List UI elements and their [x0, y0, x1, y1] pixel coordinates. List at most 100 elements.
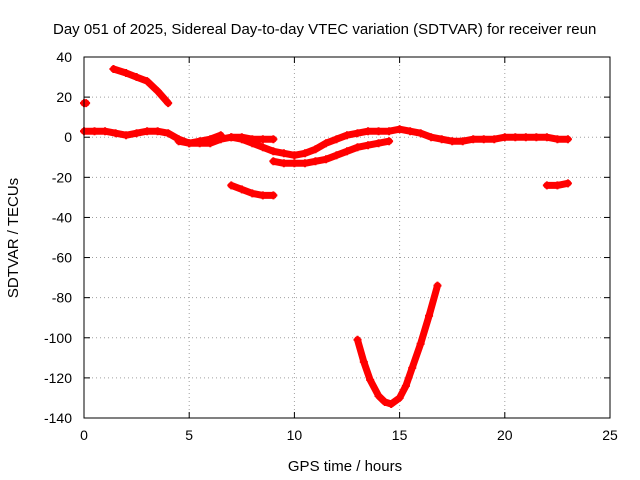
plot-frame: [83, 56, 611, 419]
series-arc-8: [353, 281, 442, 408]
data-point-marker: [143, 77, 152, 86]
series-arc-9: [542, 179, 572, 190]
data-point-marker: [490, 135, 499, 144]
data-point-marker: [258, 191, 267, 200]
y-tick-label: -80: [52, 290, 72, 306]
data-point-marker: [448, 137, 457, 146]
data-points: [80, 65, 572, 408]
chart-title: Day 051 of 2025, Sidereal Day-to-day VTE…: [53, 21, 596, 38]
data-point-marker: [269, 191, 278, 200]
data-point-marker: [364, 141, 373, 150]
data-point-marker: [258, 135, 267, 144]
data-point-marker: [174, 137, 183, 146]
data-point-marker: [269, 147, 278, 156]
data-point-marker: [153, 127, 162, 136]
data-point-marker: [311, 145, 320, 154]
data-point-marker: [109, 65, 118, 74]
series-trace: [354, 282, 441, 408]
data-point-marker: [408, 363, 417, 372]
data-point-marker: [258, 143, 267, 152]
y-tick-label: -40: [52, 209, 72, 225]
data-point-marker: [458, 137, 467, 146]
grid-lines: [84, 57, 610, 418]
data-point-marker: [395, 125, 404, 134]
x-tick-label: 20: [497, 427, 513, 443]
data-point-marker: [437, 135, 446, 144]
data-point-marker: [401, 381, 410, 390]
data-point-marker: [359, 357, 368, 366]
data-point-marker: [433, 281, 442, 290]
data-point-marker: [153, 87, 162, 96]
data-point-marker: [111, 129, 120, 138]
series-arc-4: [174, 131, 225, 148]
data-point-marker: [279, 159, 288, 168]
series-arc-5: [227, 181, 278, 200]
data-point-marker: [542, 133, 551, 142]
data-point-marker: [269, 157, 278, 166]
data-point-marker: [343, 131, 351, 140]
data-point-marker: [469, 135, 478, 144]
data-point-marker: [553, 181, 562, 190]
y-tick-label: -60: [52, 250, 72, 266]
data-point-marker: [122, 69, 131, 78]
data-point-marker: [500, 133, 509, 142]
data-point-marker: [143, 127, 152, 136]
data-point-marker: [563, 179, 572, 188]
data-point-marker: [416, 129, 425, 138]
series-arc-7: [269, 137, 394, 168]
y-tick-label: 0: [64, 129, 72, 145]
data-point-marker: [416, 339, 425, 348]
data-point-marker: [343, 147, 351, 156]
data-point-marker: [290, 151, 299, 160]
data-point-marker: [425, 311, 434, 320]
data-point-marker: [385, 137, 394, 146]
data-point-marker: [387, 399, 396, 408]
x-axis-label: GPS time / hours: [288, 458, 402, 475]
x-tick-label: 10: [287, 427, 303, 443]
data-point-marker: [185, 139, 194, 148]
y-tick-label: -100: [44, 330, 72, 346]
data-point-marker: [101, 127, 110, 136]
data-point-marker: [321, 139, 330, 148]
data-point-marker: [406, 127, 415, 136]
data-point-marker: [132, 73, 141, 82]
data-point-marker: [237, 185, 246, 194]
data-point-marker: [248, 139, 257, 148]
data-point-marker: [532, 133, 541, 142]
data-point-marker: [374, 127, 383, 136]
data-point-marker: [479, 135, 488, 144]
data-point-marker: [366, 375, 375, 384]
data-point-marker: [206, 135, 215, 144]
data-point-marker: [380, 397, 389, 406]
data-point-marker: [300, 159, 309, 168]
x-tick-label: 15: [392, 427, 408, 443]
data-point-marker: [511, 133, 520, 142]
axis-ticks: 0 5 10 15 20 25 40 20 0 -20 -40 -60 -80 -100 -120 -140: [44, 49, 618, 443]
data-point-marker: [311, 157, 320, 166]
y-tick-label: 20: [56, 89, 72, 105]
x-tick-label: 5: [185, 427, 193, 443]
data-point-marker: [227, 133, 236, 142]
data-point-marker: [82, 99, 91, 108]
data-point-marker: [248, 189, 257, 198]
y-axis-label: SDTVAR / TECUs: [5, 178, 22, 298]
data-point-marker: [132, 129, 141, 138]
data-point-marker: [164, 99, 173, 108]
data-point-marker: [122, 131, 131, 140]
x-tick-label: 25: [602, 427, 618, 443]
y-tick-label: -120: [44, 370, 72, 386]
data-point-marker: [353, 129, 362, 138]
data-point-marker: [374, 391, 383, 400]
data-point-marker: [164, 129, 173, 138]
y-tick-label: -140: [44, 410, 72, 426]
data-point-marker: [385, 127, 394, 136]
data-point-marker: [427, 133, 436, 142]
data-point-marker: [269, 135, 278, 144]
data-point-marker: [542, 181, 551, 190]
data-point-marker: [237, 135, 246, 144]
data-point-marker: [353, 143, 362, 152]
data-point-marker: [227, 181, 236, 190]
data-point-marker: [279, 149, 288, 158]
